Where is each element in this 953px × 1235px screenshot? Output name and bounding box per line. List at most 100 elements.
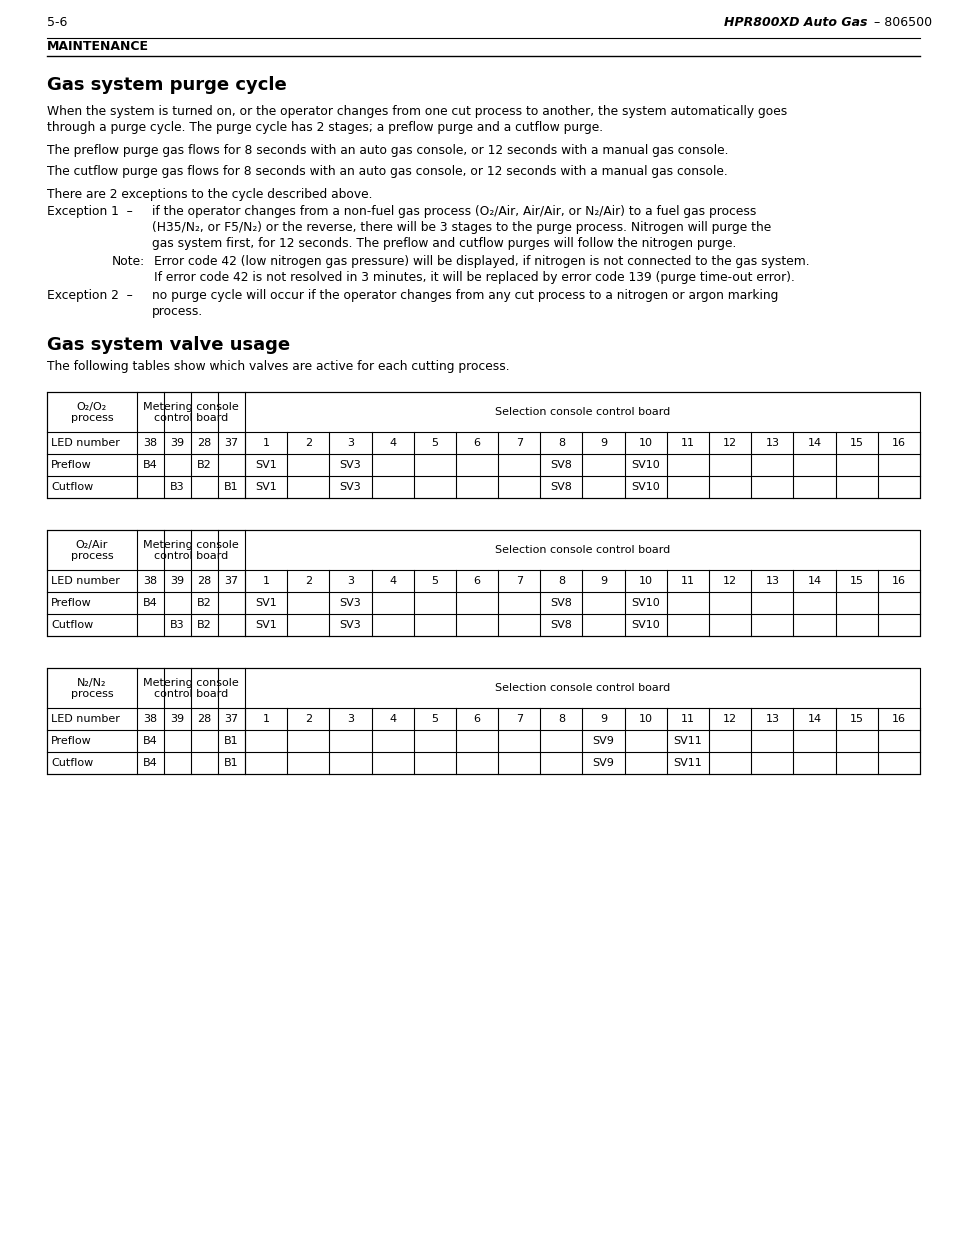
Text: O₂/Air: O₂/Air — [75, 540, 108, 550]
Text: SV3: SV3 — [339, 620, 361, 630]
Text: There are 2 exceptions to the cycle described above.: There are 2 exceptions to the cycle desc… — [47, 188, 372, 201]
Text: – 806500: – 806500 — [869, 16, 931, 28]
Text: N₂/N₂: N₂/N₂ — [77, 678, 107, 688]
Text: Selection console control board: Selection console control board — [495, 683, 669, 693]
Text: Metering console: Metering console — [143, 403, 238, 412]
Text: Cutflow: Cutflow — [51, 758, 93, 768]
Text: (H35/N₂, or F5/N₂) or the reverse, there will be 3 stages to the purge process. : (H35/N₂, or F5/N₂) or the reverse, there… — [152, 221, 770, 233]
Text: 12: 12 — [722, 576, 737, 585]
Text: SV8: SV8 — [550, 459, 572, 471]
Text: LED number: LED number — [51, 576, 120, 585]
Text: 38: 38 — [143, 438, 157, 448]
Text: SV3: SV3 — [339, 598, 361, 608]
Text: 16: 16 — [891, 714, 905, 724]
Text: SV9: SV9 — [592, 736, 614, 746]
Text: 2: 2 — [304, 576, 312, 585]
Text: SV1: SV1 — [255, 459, 276, 471]
Text: B1: B1 — [224, 758, 238, 768]
Text: 28: 28 — [197, 576, 212, 585]
Text: 10: 10 — [639, 714, 652, 724]
Text: LED number: LED number — [51, 714, 120, 724]
Text: HPR800XD Auto Gas: HPR800XD Auto Gas — [723, 16, 867, 28]
Text: B2: B2 — [197, 459, 212, 471]
Text: 5: 5 — [431, 438, 437, 448]
Text: 5-6: 5-6 — [47, 16, 68, 28]
Text: Selection console control board: Selection console control board — [495, 408, 669, 417]
Text: Error code 42 (low nitrogen gas pressure) will be displayed, if nitrogen is not : Error code 42 (low nitrogen gas pressure… — [153, 254, 809, 268]
Text: SV10: SV10 — [631, 598, 659, 608]
Text: Preflow: Preflow — [51, 598, 91, 608]
Text: process.: process. — [152, 305, 203, 317]
Text: 4: 4 — [389, 576, 395, 585]
Text: 15: 15 — [849, 438, 862, 448]
Text: process: process — [71, 689, 113, 699]
Bar — [47, 530, 919, 636]
Text: SV10: SV10 — [631, 620, 659, 630]
Text: 6: 6 — [473, 576, 480, 585]
Text: The following tables show which valves are active for each cutting process.: The following tables show which valves a… — [47, 359, 509, 373]
Text: control board: control board — [153, 551, 228, 561]
Text: B2: B2 — [197, 598, 212, 608]
Text: 16: 16 — [891, 576, 905, 585]
Text: When the system is turned on, or the operator changes from one cut process to an: When the system is turned on, or the ope… — [47, 105, 786, 119]
Text: 15: 15 — [849, 576, 862, 585]
Text: 11: 11 — [680, 576, 694, 585]
Text: SV11: SV11 — [673, 758, 701, 768]
Text: 7: 7 — [516, 576, 522, 585]
Text: if the operator changes from a non-fuel gas process (O₂/Air, Air/Air, or N₂/Air): if the operator changes from a non-fuel … — [152, 205, 756, 219]
Text: The preflow purge gas flows for 8 seconds with an auto gas console, or 12 second: The preflow purge gas flows for 8 second… — [47, 144, 728, 157]
Text: 9: 9 — [599, 438, 606, 448]
Text: 11: 11 — [680, 714, 694, 724]
Text: Cutflow: Cutflow — [51, 620, 93, 630]
Text: 4: 4 — [389, 438, 395, 448]
Text: 37: 37 — [224, 576, 238, 585]
Text: 5: 5 — [431, 576, 437, 585]
Text: B3: B3 — [170, 620, 185, 630]
Text: Exception 2  –: Exception 2 – — [47, 289, 132, 303]
Text: no purge cycle will occur if the operator changes from any cut process to a nitr: no purge cycle will occur if the operato… — [152, 289, 778, 303]
Text: 38: 38 — [143, 714, 157, 724]
Text: control board: control board — [153, 412, 228, 424]
Text: 15: 15 — [849, 714, 862, 724]
Text: 12: 12 — [722, 714, 737, 724]
Text: 5: 5 — [431, 714, 437, 724]
Text: 4: 4 — [389, 714, 395, 724]
Text: Note:: Note: — [112, 254, 145, 268]
Text: SV10: SV10 — [631, 459, 659, 471]
Text: SV3: SV3 — [339, 482, 361, 492]
Text: Preflow: Preflow — [51, 459, 91, 471]
Text: 8: 8 — [558, 714, 564, 724]
Text: 3: 3 — [347, 576, 354, 585]
Text: Metering console: Metering console — [143, 678, 238, 688]
Text: 8: 8 — [558, 576, 564, 585]
Text: Preflow: Preflow — [51, 736, 91, 746]
Text: 6: 6 — [473, 438, 480, 448]
Text: 13: 13 — [764, 576, 779, 585]
Text: 12: 12 — [722, 438, 737, 448]
Text: 9: 9 — [599, 576, 606, 585]
Text: 38: 38 — [143, 576, 157, 585]
Text: Exception 1  –: Exception 1 – — [47, 205, 132, 219]
Text: Metering console: Metering console — [143, 540, 238, 550]
Text: B3: B3 — [170, 482, 185, 492]
Text: 39: 39 — [171, 714, 184, 724]
Text: LED number: LED number — [51, 438, 120, 448]
Text: 8: 8 — [558, 438, 564, 448]
Text: SV10: SV10 — [631, 482, 659, 492]
Text: 37: 37 — [224, 438, 238, 448]
Text: 1: 1 — [262, 438, 270, 448]
Text: 16: 16 — [891, 438, 905, 448]
Text: 3: 3 — [347, 438, 354, 448]
Text: 37: 37 — [224, 714, 238, 724]
Text: 9: 9 — [599, 714, 606, 724]
Text: B4: B4 — [143, 598, 157, 608]
Text: gas system first, for 12 seconds. The preflow and cutflow purges will follow the: gas system first, for 12 seconds. The pr… — [152, 236, 736, 249]
Text: SV3: SV3 — [339, 459, 361, 471]
Text: process: process — [71, 412, 113, 424]
Text: 13: 13 — [764, 714, 779, 724]
Text: 10: 10 — [639, 438, 652, 448]
Text: 14: 14 — [806, 438, 821, 448]
Text: B1: B1 — [224, 736, 238, 746]
Text: B4: B4 — [143, 459, 157, 471]
Text: B4: B4 — [143, 736, 157, 746]
